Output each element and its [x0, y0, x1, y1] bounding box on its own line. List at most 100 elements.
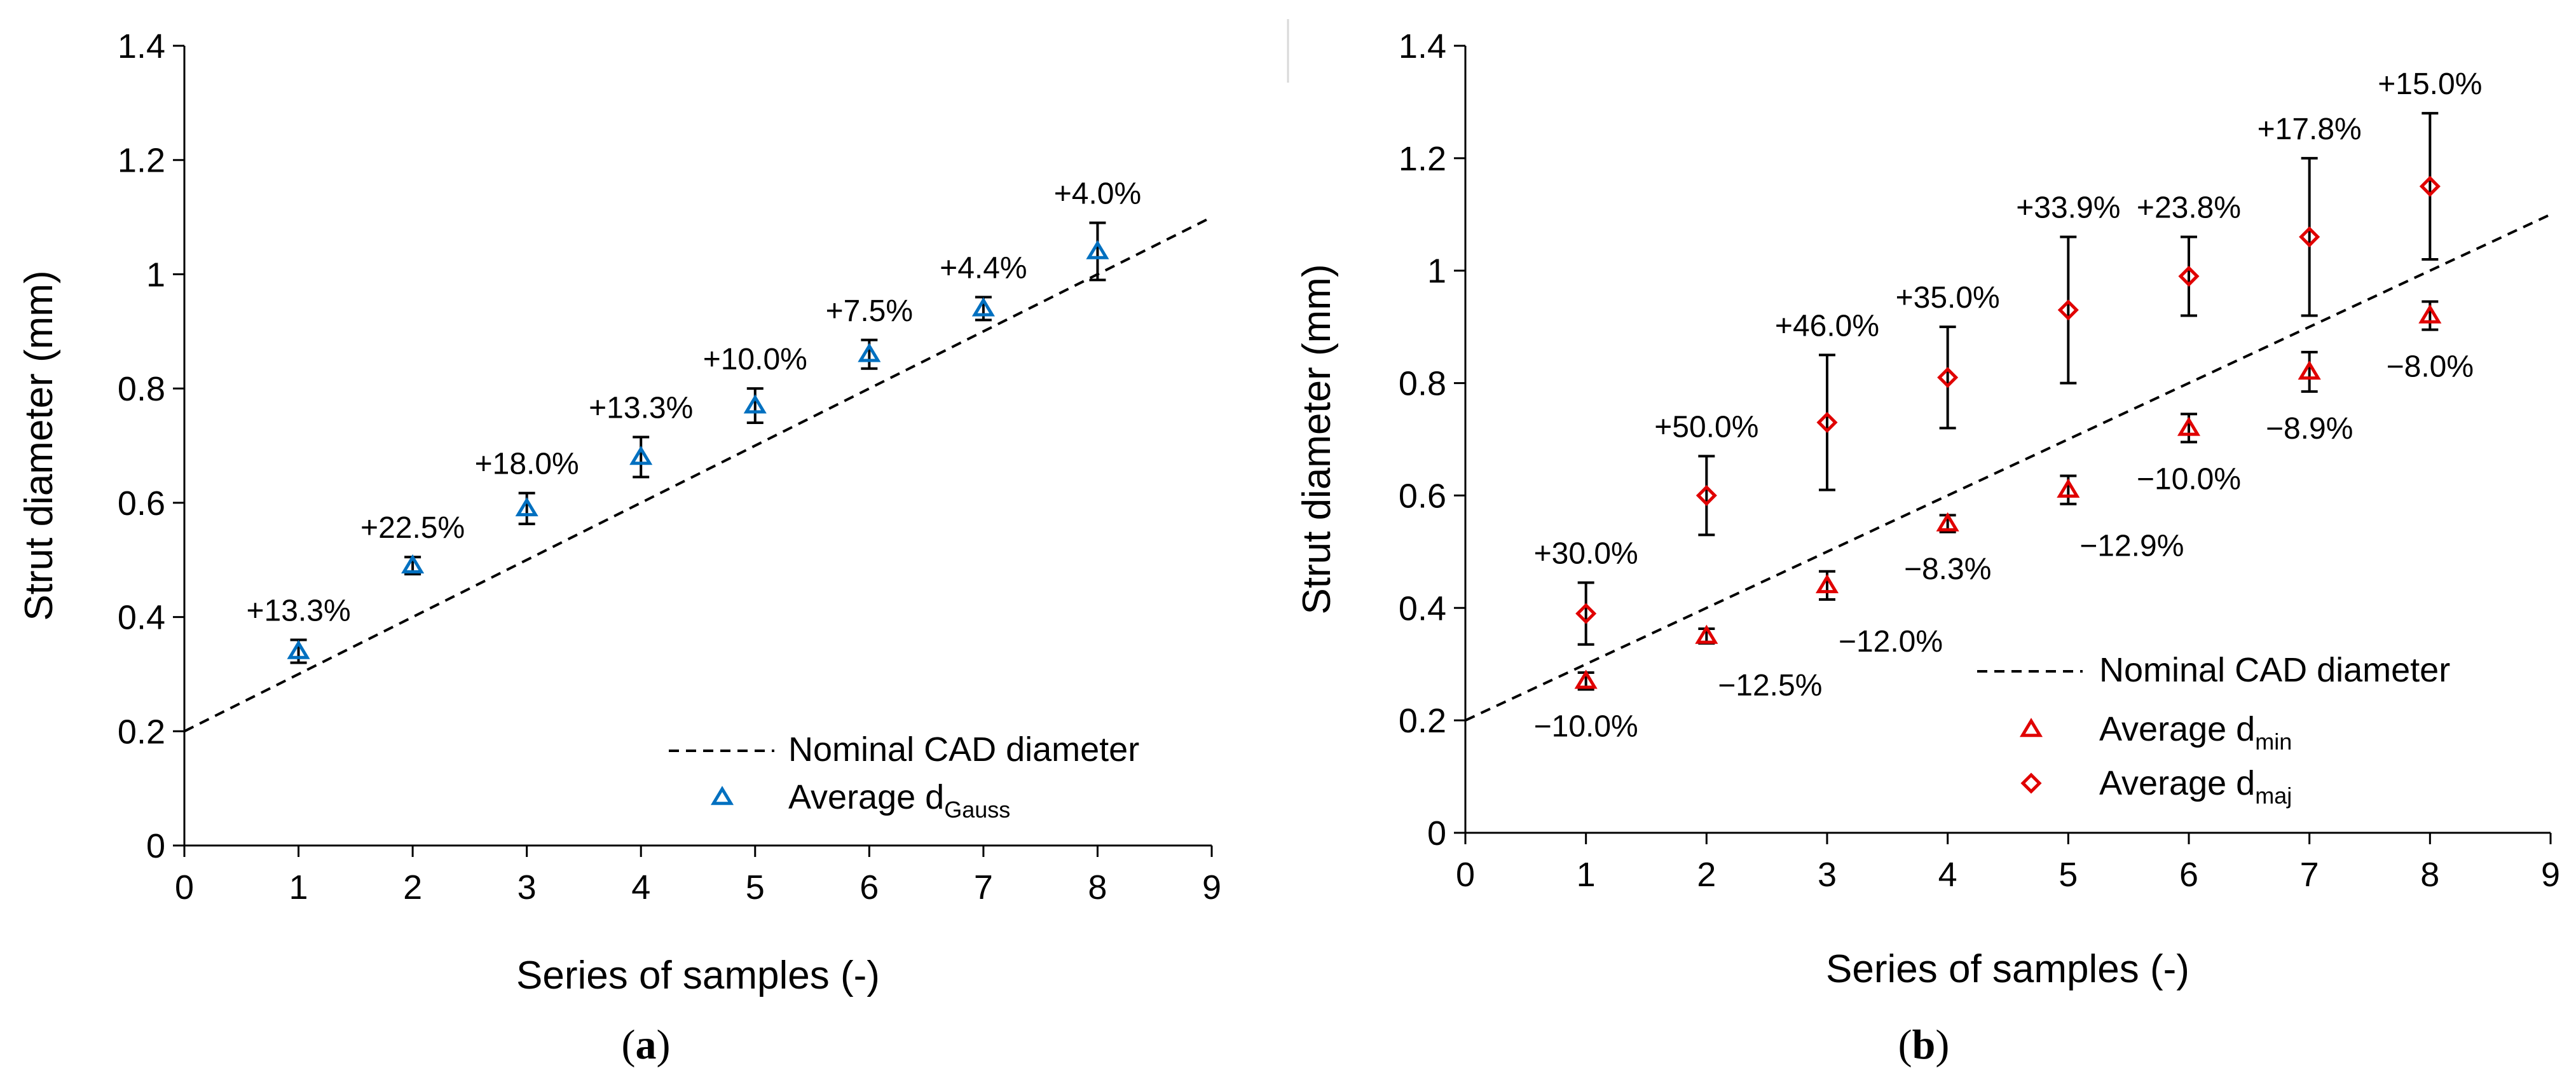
y-tick-label: 1 [1427, 252, 1446, 291]
data-point-triangle [401, 554, 425, 573]
legend-marker-diamond [2020, 772, 2042, 794]
y-tick-label: 1.2 [118, 142, 165, 180]
y-tick-label: 0.2 [1399, 702, 1446, 740]
x-tick-label: 0 [1456, 856, 1475, 894]
x-tick-label: 9 [1202, 868, 1221, 907]
data-label: +4.4% [940, 251, 1027, 285]
data-label: +13.3% [246, 594, 350, 628]
data-label: +33.9% [2016, 191, 2120, 225]
x-tick-label: 1 [1577, 856, 1596, 894]
legend-marker-triangle [2019, 718, 2043, 737]
data-label: +17.8% [2257, 113, 2362, 146]
data-label: +15.0% [2378, 67, 2482, 101]
data-point-triangle [743, 394, 767, 414]
legend-label-subscript: min [2255, 729, 2292, 755]
data-label: −8.3% [1904, 552, 1991, 586]
data-label: −8.9% [2266, 412, 2353, 446]
panel-label-b: (b) [1898, 1022, 1950, 1068]
data-point-triangle [2057, 478, 2080, 498]
data-point-diamond [1816, 411, 1838, 434]
x-tick-label: 4 [631, 868, 650, 907]
data-point-triangle [629, 446, 653, 465]
data-label: +50.0% [1654, 411, 1758, 444]
y-tick-label: 1.4 [118, 27, 165, 65]
x-tick-label: 7 [2300, 856, 2319, 894]
legend-marker-triangle [710, 786, 734, 805]
x-tick-label: 5 [2059, 856, 2078, 894]
data-point-triangle [1936, 512, 1959, 531]
x-tick-label: 3 [1818, 856, 1837, 894]
y-tick-label: 1.4 [1399, 27, 1446, 65]
y-axis-title: Strut diameter (mm) [17, 270, 61, 620]
data-label: +18.0% [475, 448, 579, 481]
data-label: +13.3% [589, 392, 693, 425]
x-tick-label: 2 [1697, 856, 1716, 894]
data-point-triangle [1815, 574, 1839, 594]
data-point-diamond [2299, 226, 2320, 248]
data-point-diamond [1575, 603, 1597, 624]
x-tick-label: 3 [517, 868, 537, 907]
legend-label-text: Average d [2099, 764, 2255, 802]
chart-panel-a: 0 0.2 0.4 0.6 0.8 1 1.2 1.4 0 1 2 3 4 5 6 7 8 9 Strut diam… [17, 27, 1221, 997]
data-label: −10.0% [1534, 710, 1638, 744]
y-tick-label: 0.4 [118, 599, 165, 637]
data-label: +30.0% [1534, 537, 1638, 570]
data-point-triangle [2298, 360, 2321, 380]
x-tick-label: 8 [2420, 856, 2439, 894]
legend-label-text: Average d [788, 778, 944, 816]
data-label: +7.5% [826, 294, 913, 328]
legend-label-text: Average d [2099, 710, 2255, 748]
data-label: +23.8% [2137, 191, 2241, 225]
data-point-diamond [2178, 266, 2200, 287]
data-label: +22.5% [360, 511, 465, 545]
data-label: +10.0% [703, 343, 807, 376]
data-point-triangle [1695, 624, 1718, 644]
data-point-diamond [1696, 484, 1717, 506]
y-tick-label: 0 [146, 827, 165, 865]
x-tick-label: 5 [746, 868, 765, 907]
data-point-triangle [858, 343, 881, 362]
data-label: −10.0% [2137, 462, 2241, 496]
chart-panel-b: 0 0.2 0.4 0.6 0.8 1 1.2 1.4 0 1 2 3 4 5 6 7 8 9 Strut diam… [1295, 27, 2560, 991]
y-tick-label: 0.8 [1399, 365, 1446, 403]
data-point-triangle [2177, 416, 2201, 436]
y-tick-label: 0 [1427, 814, 1446, 853]
data-point-triangle [515, 497, 538, 517]
x-tick-label: 2 [403, 868, 422, 907]
legend-label-series: Average dmaj [2099, 764, 2292, 809]
y-tick-label: 0.2 [118, 713, 165, 751]
data-label: +4.0% [1054, 177, 1141, 211]
data-point-triangle [287, 640, 310, 659]
x-tick-label: 0 [175, 868, 194, 907]
x-tick-label: 6 [860, 868, 879, 907]
x-tick-label: 9 [2541, 856, 2560, 894]
nominal-cad-diameter-line [1465, 213, 2551, 722]
legend-label-subscript: Gauss [944, 797, 1010, 823]
data-label: −8.0% [2387, 350, 2474, 384]
y-tick-label: 0.8 [118, 370, 165, 408]
y-tick-label: 0.4 [1399, 589, 1446, 627]
y-tick-label: 0.6 [118, 484, 165, 523]
data-point-triangle [1086, 240, 1109, 259]
legend-label-series: Average dGauss [788, 778, 1010, 823]
data-point-diamond [1937, 367, 1959, 388]
y-tick-label: 1 [146, 256, 165, 294]
legend-label-subscript: maj [2255, 783, 2292, 809]
x-tick-label: 4 [1938, 856, 1957, 894]
x-tick-label: 8 [1088, 868, 1107, 907]
x-tick-label: 7 [974, 868, 993, 907]
y-axis-title: Strut diameter (mm) [1295, 264, 1339, 614]
data-label: −12.0% [1839, 625, 1943, 659]
legend-label-nominal: Nominal CAD diameter [788, 730, 1139, 769]
legend-label-nominal: Nominal CAD diameter [2099, 651, 2450, 689]
data-point-triangle [971, 297, 995, 317]
legend-label-series: Average dmin [2099, 710, 2292, 755]
nominal-cad-diameter-line [184, 216, 1212, 733]
x-tick-label: 1 [289, 868, 308, 907]
panel-label-a: (a) [622, 1022, 671, 1068]
x-axis-title: Series of samples (-) [1826, 947, 2189, 991]
x-axis-title: Series of samples (-) [516, 954, 880, 997]
data-point-diamond [2419, 175, 2441, 197]
data-label: +46.0% [1775, 309, 1879, 343]
